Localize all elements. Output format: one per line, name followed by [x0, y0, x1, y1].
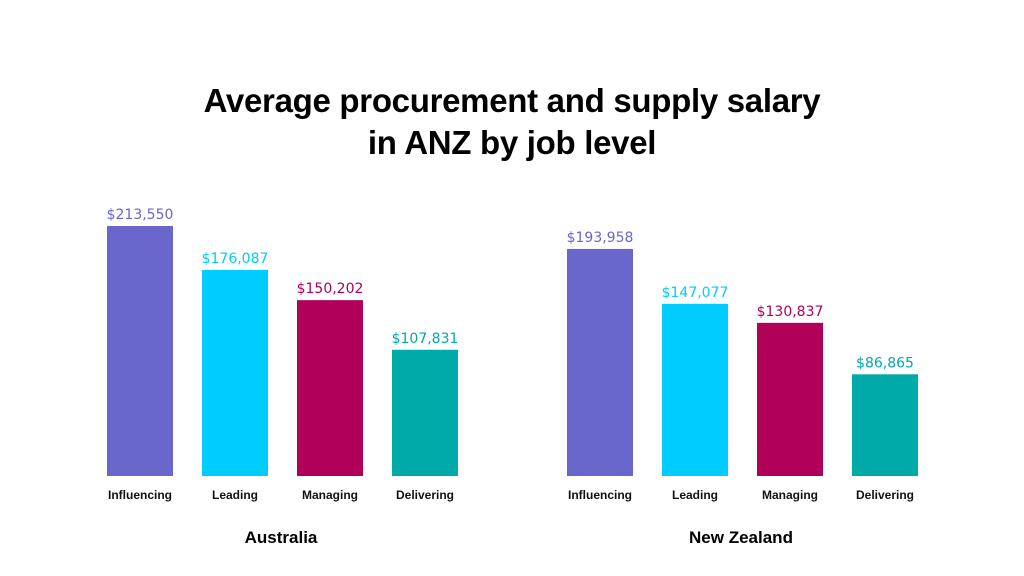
bar-leading: [202, 269, 268, 476]
bar-leading: [662, 303, 728, 476]
bar-delivering: [392, 349, 458, 476]
value-label: $147,077: [662, 285, 729, 301]
category-label: Influencing: [108, 488, 172, 502]
category-label: Managing: [302, 488, 358, 502]
value-label: $176,087: [202, 251, 269, 267]
chart-title: Average procurement and supply salary in…: [0, 80, 1024, 164]
group-label: New Zealand: [689, 528, 793, 547]
value-label: $150,202: [297, 281, 364, 297]
category-label: Influencing: [568, 488, 632, 502]
category-label: Delivering: [396, 488, 454, 502]
chart-title-line-1: Average procurement and supply salary: [203, 82, 821, 119]
chart-title-line-2: in ANZ by job level: [367, 124, 657, 161]
value-label: $86,865: [856, 355, 914, 371]
chart-group-australia: $213,550 Influencing $176,087 Leading $150,2…: [107, 207, 459, 547]
bar-managing: [297, 300, 363, 476]
group-label: Australia: [245, 528, 318, 547]
bar-managing: [757, 322, 823, 476]
value-label: $213,550: [107, 207, 174, 223]
value-label: $193,958: [567, 230, 634, 246]
bar-influencing: [107, 226, 173, 476]
category-label: Delivering: [856, 488, 914, 502]
category-label: Managing: [762, 488, 818, 502]
value-label: $130,837: [757, 304, 824, 320]
chart-group-new-zealand: $193,958 Influencing $147,077 Leading $130,8…: [567, 230, 918, 547]
bar-delivering: [852, 374, 918, 476]
category-label: Leading: [212, 488, 258, 502]
value-label: $107,831: [392, 331, 459, 347]
bar-influencing: [567, 248, 633, 476]
category-label: Leading: [672, 488, 718, 502]
